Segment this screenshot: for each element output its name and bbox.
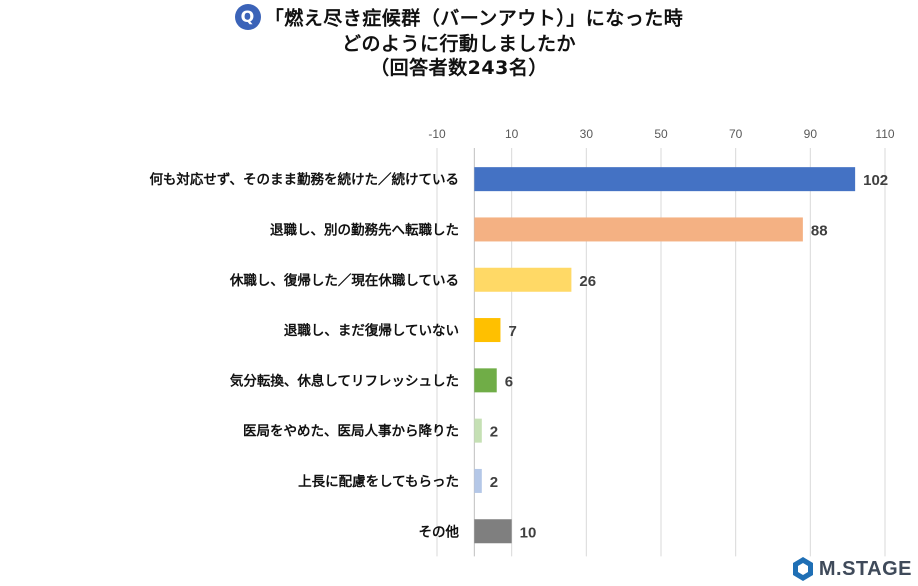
category-labels: 何も対応せず、そのまま勤務を続けた／続けている退職し、別の勤務先へ転職した休職し… [149,171,459,540]
x-tick-label: 110 [875,127,894,141]
bar [474,519,512,544]
category-label: 休職し、復帰した／現在休職している [229,272,459,289]
category-label: 上長に配慮をしてもらった [298,473,459,490]
x-axis-ticks: -10 10 30 50 70 90 110 [428,127,895,141]
hexagon-logo-icon [792,557,813,581]
bar [474,418,482,443]
bar [474,267,572,292]
brand-logo: M.STAGE [792,556,912,582]
category-label: 医局をやめた、医局人事から降りた [243,423,459,440]
chart-title: Q 「燃え尽き症候群（バーンアウト）」になった時 どのように行動しましたか （回答… [0,4,918,80]
value-label: 10 [520,524,537,541]
category-label: その他 [419,523,460,540]
question-badge: Q [234,4,261,30]
value-label: 26 [579,273,596,290]
title-line-3: （回答者数243名） [370,57,548,79]
x-tick-label: 30 [580,127,594,141]
value-label: 6 [505,373,513,390]
category-label: 退職し、まだ復帰していない [284,322,459,339]
logo-text: M.STAGE [818,557,912,580]
bars [474,167,856,544]
title-line-1: Q 「燃え尽き症候群（バーンアウト）」になった時 [0,4,918,32]
x-tick-label: 50 [654,127,668,141]
category-label: 退職し、別の勤務先へ転職した [270,221,459,238]
category-label: 何も対応せず、そのまま勤務を続けた／続けている [149,171,459,188]
x-tick-label: 70 [729,127,743,141]
value-label: 2 [490,474,498,491]
x-tick-label: 10 [505,127,519,141]
gridlines [436,148,886,557]
value-label: 102 [863,172,888,189]
value-labels: 102 88 26 7 6 2 2 10 [490,172,888,541]
category-label: 気分転換、休息してリフレッシュした [230,372,459,389]
x-tick-label: 90 [804,127,818,141]
bar [474,217,803,242]
title-text-1: 「燃え尽き症候群（バーンアウト）」になった時 [264,7,684,30]
value-label: 88 [811,222,828,239]
bar [474,468,482,493]
bar [474,318,501,343]
x-tick-label: -10 [428,127,446,141]
bar [474,167,856,192]
value-label: 7 [508,323,516,340]
title-line-2: どのように行動しましたか [341,33,576,55]
bar [474,368,497,393]
value-label: 2 [490,424,498,441]
